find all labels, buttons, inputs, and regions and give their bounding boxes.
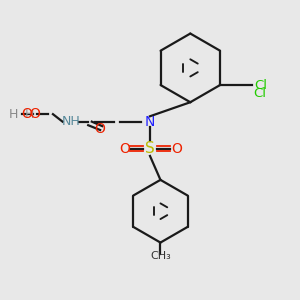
Text: O: O [30, 107, 40, 121]
Text: Cl: Cl [253, 87, 266, 100]
Text: O: O [119, 142, 130, 155]
Text: O: O [171, 142, 182, 155]
Text: H: H [9, 108, 19, 121]
Text: CH₃: CH₃ [150, 251, 171, 261]
Text: H: H [25, 108, 34, 121]
Text: O: O [94, 122, 105, 136]
Text: NH: NH [61, 115, 80, 128]
Text: S: S [145, 141, 155, 156]
Text: O: O [21, 107, 32, 121]
Text: N: N [145, 115, 155, 129]
Text: Cl: Cl [254, 79, 267, 92]
